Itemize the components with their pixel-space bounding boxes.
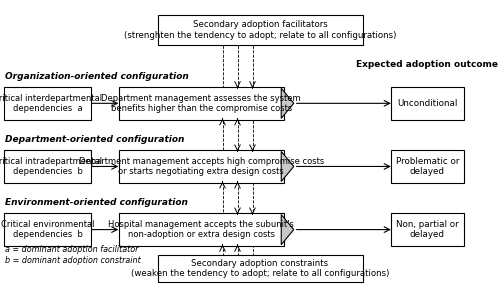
Text: Organization-oriented configuration: Organization-oriented configuration (5, 71, 189, 81)
FancyBboxPatch shape (158, 255, 362, 282)
FancyBboxPatch shape (4, 150, 92, 183)
FancyBboxPatch shape (158, 15, 362, 45)
Text: Unconditional: Unconditional (398, 99, 458, 108)
Text: Secondary adoption facilitators
(strenghten the tendency to adopt; relate to all: Secondary adoption facilitators (strengh… (124, 20, 396, 40)
Text: Non, partial or
delayed: Non, partial or delayed (396, 220, 459, 239)
FancyBboxPatch shape (391, 150, 464, 183)
FancyBboxPatch shape (4, 213, 92, 246)
Text: Expected adoption outcome: Expected adoption outcome (356, 60, 498, 69)
Text: Department-oriented configuration: Department-oriented configuration (5, 135, 184, 144)
FancyBboxPatch shape (391, 87, 464, 120)
Text: Hospital management accepts the subunit's
non-adoption or extra design costs: Hospital management accepts the subunit'… (108, 220, 294, 239)
Text: Problematic or
delayed: Problematic or delayed (396, 157, 459, 176)
Polygon shape (281, 152, 294, 182)
FancyBboxPatch shape (119, 213, 284, 246)
Polygon shape (281, 88, 294, 118)
Text: Critical intradepartmental
dependencies  b: Critical intradepartmental dependencies … (0, 157, 102, 176)
Text: Critical environmental
dependencies  b: Critical environmental dependencies b (1, 220, 94, 239)
FancyBboxPatch shape (119, 87, 284, 120)
Text: Department management assesses the system
benefits higher than the compromise co: Department management assesses the syste… (102, 94, 301, 113)
Polygon shape (281, 215, 294, 245)
Text: Department management accepts high compromise costs
or starts negotiating extra : Department management accepts high compr… (78, 157, 324, 176)
FancyBboxPatch shape (119, 150, 284, 183)
FancyBboxPatch shape (4, 87, 92, 120)
Text: Secondary adoption constraints
(weaken the tendency to adopt; relate to all conf: Secondary adoption constraints (weaken t… (131, 259, 389, 278)
Text: Environment-oriented configuration: Environment-oriented configuration (5, 198, 188, 207)
Text: Critical interdepartmental
dependencies  a: Critical interdepartmental dependencies … (0, 94, 102, 113)
Text: a = dominant adoption facilitator
b = dominant adoption constraint: a = dominant adoption facilitator b = do… (5, 245, 141, 265)
FancyBboxPatch shape (391, 213, 464, 246)
